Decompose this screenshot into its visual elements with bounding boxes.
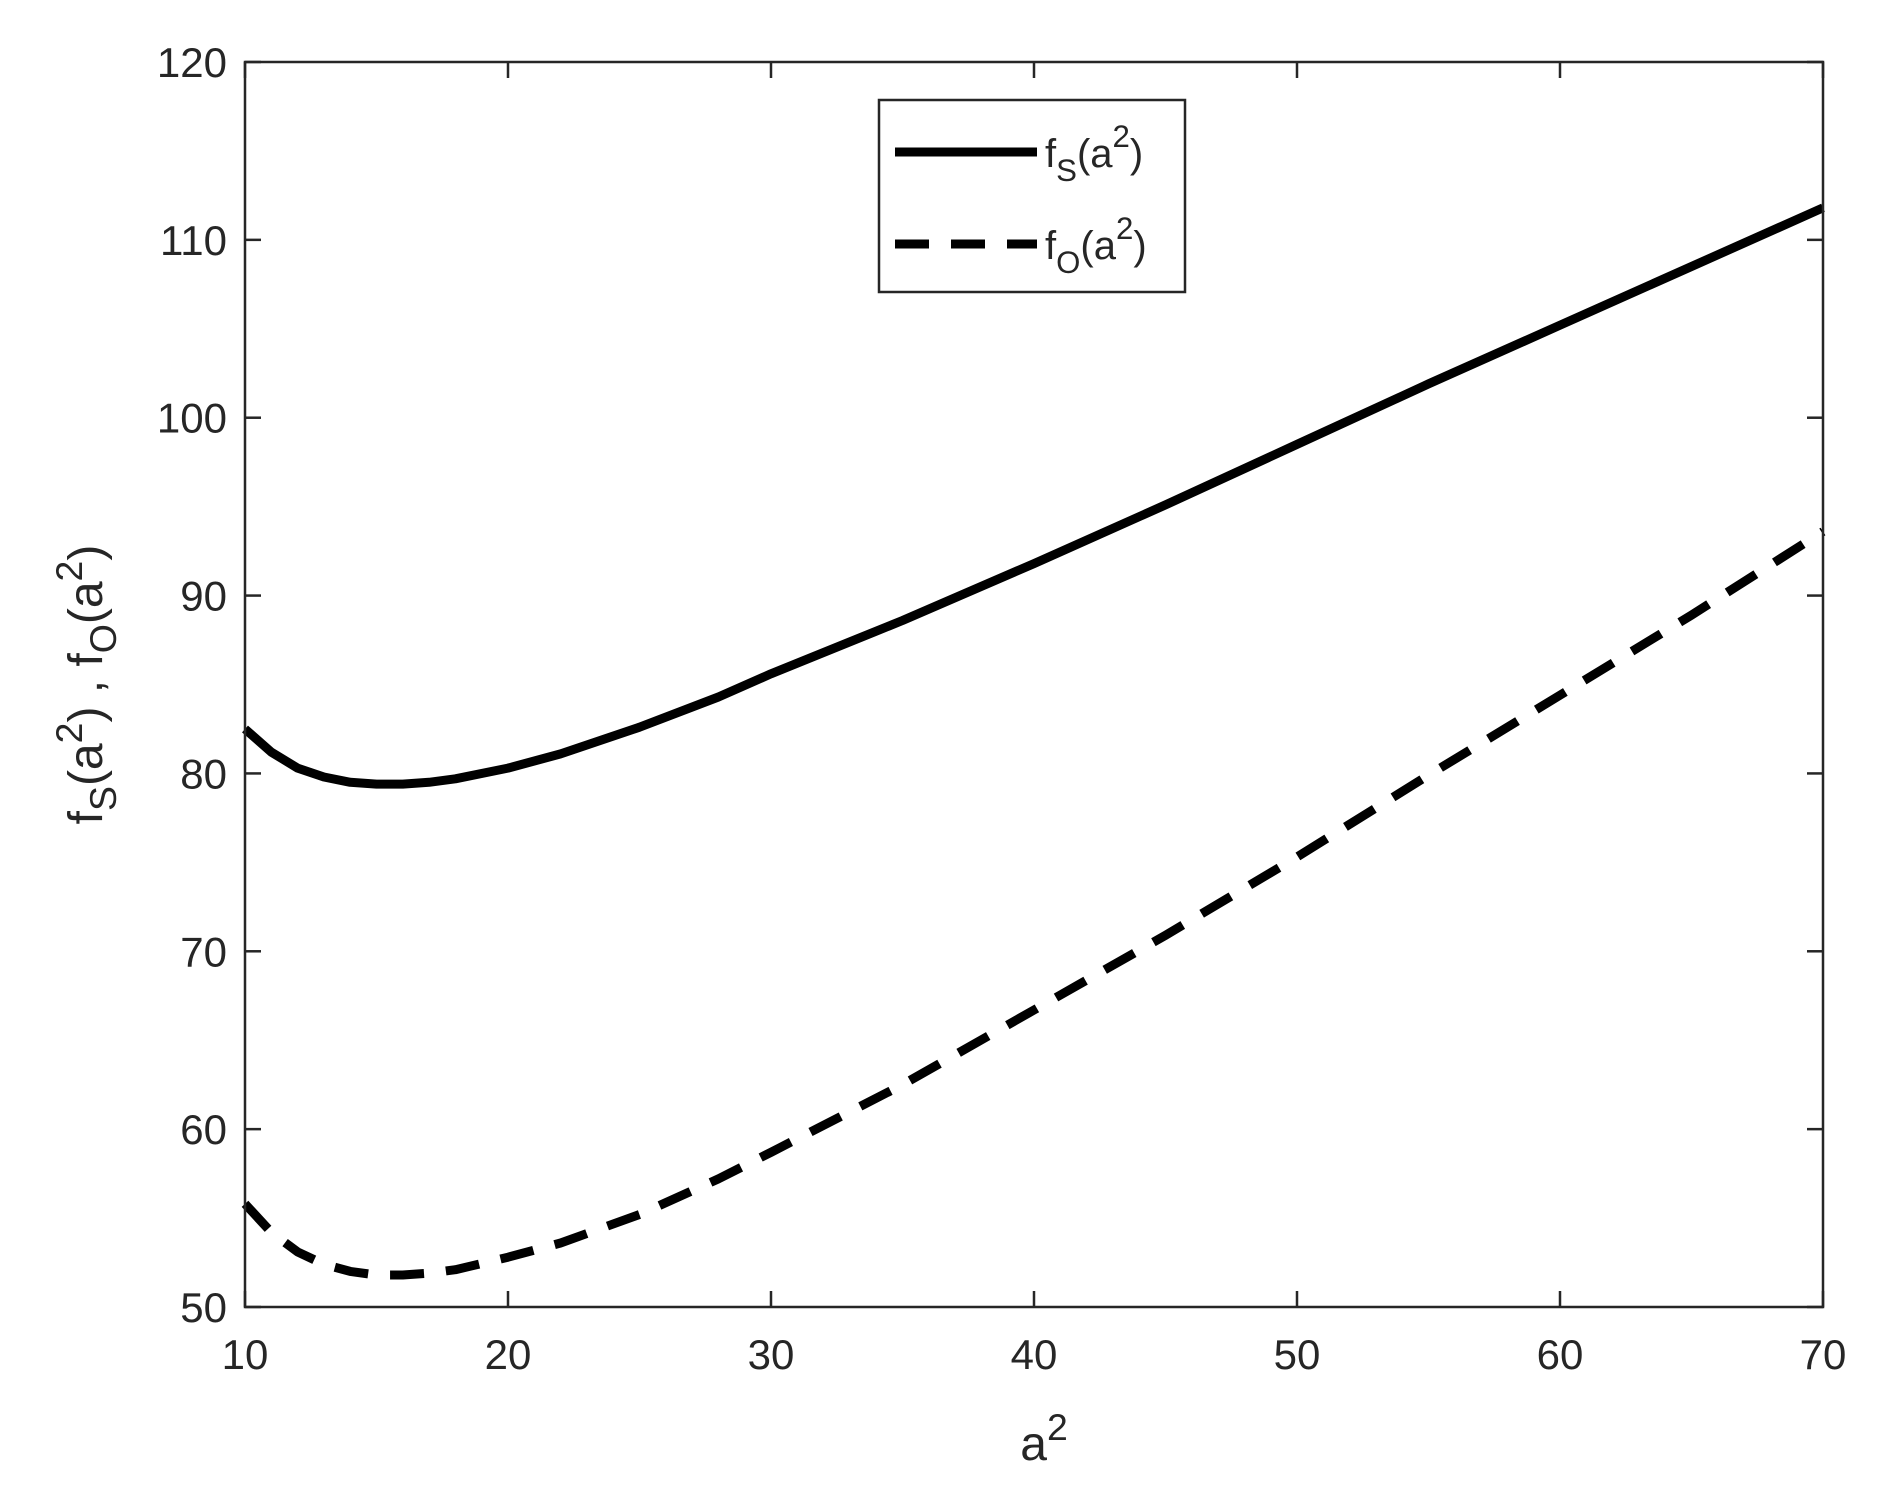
y-axis-label-part: f: [60, 810, 113, 824]
legend-label-1-part: (a: [1077, 132, 1113, 176]
y-tick-label: 60: [180, 1106, 227, 1153]
y-axis-label-group: fS(a2) , fO(a2): [48, 545, 124, 825]
legend-label-1: fS(a2): [1045, 119, 1143, 188]
y-tick-label: 90: [180, 573, 227, 620]
plot-area: [241, 203, 1826, 1280]
y-axis-label-part: 2: [48, 723, 90, 744]
x-tick-label: 60: [1537, 1331, 1584, 1378]
y-tick-label: 110: [160, 217, 227, 264]
x-tick-label: 10: [222, 1331, 269, 1378]
x-axis-label: a2: [1020, 1406, 1068, 1471]
legend-label-2: fO(a2): [1045, 211, 1147, 280]
y-axis-label-part: ) , f: [60, 653, 113, 723]
y-axis-label-part: 2: [48, 561, 90, 582]
y-tick-label: 100: [157, 395, 227, 442]
legend-box: [877, 98, 1187, 294]
y-axis-label-part: O: [82, 624, 124, 653]
legend-label-1-part: f: [1045, 132, 1057, 176]
x-tick-label: 30: [748, 1331, 795, 1378]
y-axis-label-part: S: [82, 786, 124, 811]
y-tick-label: 50: [180, 1284, 227, 1331]
x-tick-label: 20: [485, 1331, 532, 1378]
legend-label-2-part: f: [1045, 224, 1057, 268]
legend-label-2-part: 2: [1116, 211, 1133, 246]
y-tick-label: 70: [180, 928, 227, 975]
series-line-2: [241, 527, 1826, 1280]
y-tick-label: 80: [180, 750, 227, 797]
x-tick-label: 70: [1800, 1331, 1847, 1378]
x-tick-label: 50: [1274, 1331, 1321, 1378]
legend-label-2-part: ): [1133, 224, 1146, 268]
y-axis-label-part: (a: [60, 581, 113, 624]
x-axis-label-base: a: [1020, 1418, 1047, 1471]
legend-label-1-part: 2: [1113, 119, 1130, 154]
series-line-1: [242, 203, 1825, 789]
legend-label-1-part: S: [1056, 153, 1077, 188]
axes: 10 20 30 40 50 60 705060708090100110120a2fS(a2…: [48, 39, 1846, 1471]
legend-label-1-part: ): [1130, 132, 1143, 176]
y-axis-label-part: (a: [60, 743, 113, 786]
legend-label-2-part: (a: [1080, 224, 1116, 268]
legend-label-2-part: O: [1056, 245, 1080, 280]
legend: fS(a2)fO(a2): [877, 98, 1187, 294]
x-tick-label: 40: [1011, 1331, 1058, 1378]
y-axis-label-part: ): [60, 545, 113, 561]
x-axis-label-sup: 2: [1047, 1406, 1068, 1448]
y-tick-label: 120: [157, 39, 227, 86]
y-axis-label: fS(a2) , fO(a2): [48, 545, 124, 825]
